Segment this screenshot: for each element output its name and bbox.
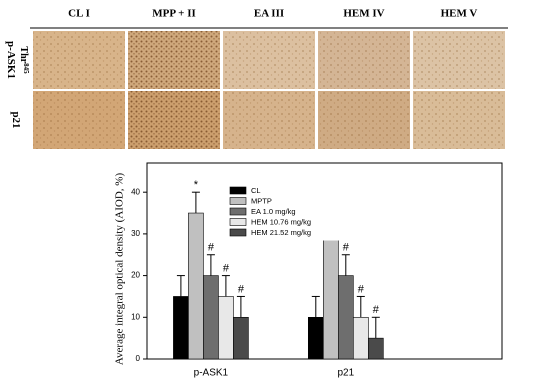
legend-swatch: [229, 186, 247, 195]
y-tick-label: 10: [131, 312, 140, 321]
x-tick-label: p21: [337, 368, 354, 379]
y-tick-label: 0: [136, 354, 141, 363]
legend-label: CL: [251, 186, 261, 195]
y-axis-label: Average integral optical density (AIOD, …: [114, 173, 126, 366]
row-label: p21: [10, 111, 22, 128]
significance-mark: #: [238, 283, 245, 295]
significance-mark: *: [194, 179, 199, 191]
micrograph-texture: [33, 91, 125, 149]
y-tick-label: 20: [131, 271, 140, 280]
micrograph-texture: [318, 91, 410, 149]
column-label: HEM V: [441, 8, 478, 20]
row-sublabel: Thr845: [18, 46, 31, 74]
legend-swatch: [229, 207, 247, 216]
significance-mark: #: [373, 304, 380, 316]
micrograph-texture: [128, 31, 220, 89]
micrograph-texture: [318, 31, 410, 89]
micrograph-texture: [223, 91, 315, 149]
legend-swatch: [229, 228, 247, 237]
y-tick-label: 30: [131, 229, 140, 238]
significance-mark: #: [208, 242, 215, 254]
significance-mark: #: [343, 242, 350, 254]
row-label-text: p21: [10, 111, 22, 128]
column-label: CL I: [68, 8, 90, 20]
micrograph-texture: [413, 91, 505, 149]
micrograph-texture: [223, 31, 315, 89]
legend-label: HEM 21.52 mg/kg: [251, 228, 311, 237]
bar: [337, 275, 354, 360]
legend-box: [228, 185, 340, 241]
y-tick-label: 40: [131, 187, 140, 196]
bar: [218, 296, 234, 360]
row-label: p-ASK1: [5, 41, 17, 79]
bar: [203, 275, 219, 360]
bar: [173, 296, 189, 360]
column-label: MPP + II: [152, 8, 196, 20]
bar: [307, 316, 324, 360]
micrograph-texture: [413, 31, 505, 89]
micrograph-texture: [128, 91, 220, 149]
bar: [367, 337, 384, 360]
legend-swatch: [229, 197, 247, 205]
legend-label: EA 1.0 mg/kg: [251, 207, 296, 216]
bar: [322, 233, 339, 360]
legend-swatch: [229, 218, 247, 226]
legend-label: HEM 10.76 mg/kg: [251, 217, 311, 226]
bar: [233, 316, 249, 360]
legend-label: MPTP: [251, 196, 272, 205]
column-label: EA III: [254, 8, 284, 20]
row-label-text: p-ASK1: [5, 41, 17, 79]
micrograph-texture: [33, 31, 125, 89]
row-sublabel-sup: 845: [22, 63, 30, 74]
significance-mark: #: [358, 283, 365, 295]
bar: [352, 316, 369, 360]
bar: [188, 212, 204, 360]
x-tick-label: p-ASK1: [194, 368, 229, 379]
significance-mark: #: [223, 263, 230, 275]
column-label: HEM IV: [343, 8, 384, 20]
row-sublabel-text: Thr: [18, 46, 29, 63]
